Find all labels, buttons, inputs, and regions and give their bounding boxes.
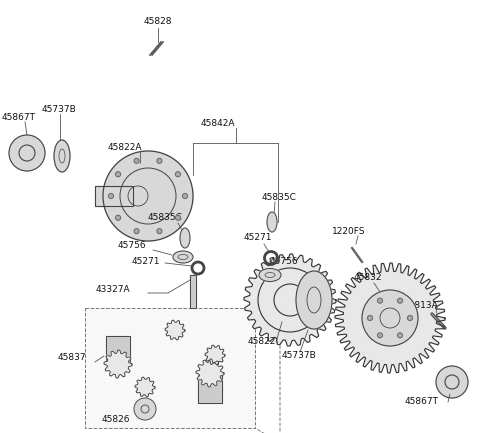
Ellipse shape — [265, 272, 275, 278]
Circle shape — [175, 215, 180, 220]
Polygon shape — [205, 345, 225, 365]
Bar — [198, 375, 222, 403]
Circle shape — [397, 333, 403, 338]
Text: 45835C: 45835C — [148, 213, 183, 223]
Text: 45826: 45826 — [102, 416, 131, 424]
Text: 45271: 45271 — [132, 256, 160, 265]
Text: 45837: 45837 — [58, 353, 86, 362]
Ellipse shape — [59, 149, 65, 163]
Text: 45842A: 45842A — [201, 120, 235, 129]
Circle shape — [157, 158, 162, 163]
Text: 45756: 45756 — [118, 242, 146, 251]
Text: 43327A: 43327A — [96, 285, 131, 294]
Text: 45867T: 45867T — [2, 113, 36, 123]
Ellipse shape — [296, 271, 332, 329]
Text: 45271: 45271 — [244, 233, 273, 242]
Text: 45828: 45828 — [144, 17, 172, 26]
Bar — [106, 336, 130, 364]
Polygon shape — [165, 320, 185, 340]
Circle shape — [116, 215, 120, 220]
Text: 45835C: 45835C — [262, 194, 297, 203]
Bar — [190, 275, 196, 308]
Bar — [190, 275, 196, 308]
Ellipse shape — [180, 228, 190, 248]
Circle shape — [9, 135, 45, 171]
Polygon shape — [244, 254, 336, 346]
Circle shape — [134, 229, 139, 234]
Text: 45756: 45756 — [270, 258, 299, 266]
Bar — [95, 186, 133, 206]
Circle shape — [108, 194, 113, 198]
Polygon shape — [135, 377, 155, 397]
Circle shape — [377, 298, 383, 303]
Bar — [95, 186, 133, 206]
Circle shape — [134, 158, 139, 163]
Ellipse shape — [178, 255, 188, 259]
Circle shape — [397, 298, 403, 303]
Text: 45737B: 45737B — [282, 352, 317, 361]
Circle shape — [408, 316, 412, 320]
Circle shape — [157, 229, 162, 234]
Ellipse shape — [54, 140, 70, 172]
Text: 45813A: 45813A — [404, 301, 439, 310]
Polygon shape — [196, 359, 224, 387]
Text: 1220FS: 1220FS — [332, 227, 365, 236]
Text: 45822: 45822 — [248, 337, 276, 346]
Circle shape — [116, 172, 120, 177]
Bar — [198, 375, 222, 403]
Ellipse shape — [307, 287, 321, 313]
Circle shape — [362, 290, 418, 346]
Circle shape — [436, 366, 468, 398]
Polygon shape — [335, 263, 445, 373]
Circle shape — [368, 316, 372, 320]
Text: 45822A: 45822A — [108, 143, 143, 152]
Text: 45737B: 45737B — [42, 106, 77, 114]
Ellipse shape — [259, 268, 281, 281]
Ellipse shape — [173, 251, 193, 263]
Circle shape — [103, 151, 193, 241]
Bar — [85, 308, 255, 428]
Circle shape — [134, 398, 156, 420]
Text: 45867T: 45867T — [405, 397, 439, 407]
Polygon shape — [104, 350, 132, 378]
Bar — [106, 336, 130, 364]
Ellipse shape — [267, 212, 277, 232]
Circle shape — [182, 194, 188, 198]
Circle shape — [175, 172, 180, 177]
Text: 45832: 45832 — [354, 274, 383, 282]
Circle shape — [377, 333, 383, 338]
